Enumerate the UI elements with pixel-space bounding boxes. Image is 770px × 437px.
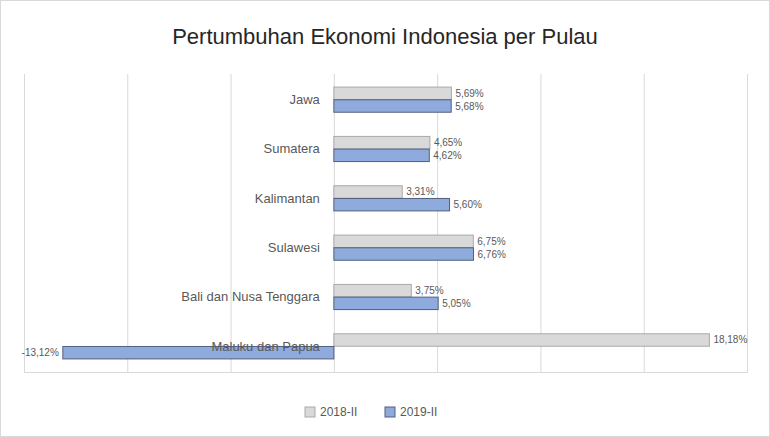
grid-line — [747, 74, 748, 372]
bar — [334, 186, 402, 198]
data-label: 6,75% — [477, 236, 505, 247]
x-tick — [540, 74, 541, 372]
grid-line — [437, 74, 438, 372]
grid-line — [127, 74, 128, 372]
data-labels: 5,69% 4,65% 3,31% 6,75% 3,75% 18,18% 5,68% 4,62… — [22, 88, 748, 358]
y-tick: Jawa — [289, 92, 320, 107]
data-label: 3,31% — [406, 186, 434, 197]
legend: 2018-II 2019-II — [305, 405, 437, 419]
legend-swatch — [305, 407, 315, 417]
data-label: 5,69% — [455, 88, 483, 99]
y-tick-label: Jawa — [289, 92, 320, 107]
grid-line — [231, 74, 232, 372]
y-tick: Sumatera — [263, 141, 320, 156]
bar — [334, 334, 710, 346]
data-label: 4,62% — [433, 150, 461, 161]
legend-swatch — [385, 407, 395, 417]
y-axis: Jawa Sumatera Kalimantan Sulawesi Bali dan N… — [181, 92, 320, 354]
chart: Pertumbuhan Ekonomi Indonesia per Pulau 5… — [0, 0, 770, 437]
y-tick-label: Bali dan Nusa Tenggara — [181, 289, 320, 304]
data-label: 5,05% — [442, 298, 470, 309]
grid-line — [540, 74, 541, 372]
x-axis-line — [25, 74, 748, 373]
x-axis — [25, 74, 748, 373]
bar — [334, 297, 438, 309]
legend-label: 2019-II — [400, 405, 437, 419]
grid-line — [24, 74, 25, 372]
x-tick — [747, 74, 748, 372]
bars — [63, 87, 710, 359]
data-label: 4,65% — [434, 137, 462, 148]
y-tick: Bali dan Nusa Tenggara — [181, 289, 320, 304]
data-label: -13,12% — [22, 347, 59, 358]
bar — [334, 136, 430, 148]
bar — [334, 284, 411, 296]
x-tick — [127, 74, 128, 372]
bar — [334, 235, 473, 247]
chart-frame — [1, 1, 770, 437]
data-label: 6,76% — [477, 249, 505, 260]
y-tick-label: Maluku dan Papua — [211, 339, 320, 354]
y-tick: Sulawesi — [268, 240, 320, 255]
data-label: 5,60% — [454, 199, 482, 210]
bar — [334, 198, 450, 210]
grid-line — [644, 74, 645, 372]
bar — [334, 87, 452, 99]
title: Pertumbuhan Ekonomi Indonesia per Pulau — [172, 24, 598, 49]
bar — [334, 248, 474, 260]
bar — [334, 100, 451, 112]
data-label: 5,68% — [455, 101, 483, 112]
legend-label: 2018-II — [320, 405, 357, 419]
x-tick — [437, 74, 438, 372]
y-tick-label: Sulawesi — [268, 240, 320, 255]
data-label: 3,75% — [415, 285, 443, 296]
data-label: 18,18% — [713, 334, 747, 345]
x-tick — [24, 74, 25, 372]
y-tick-label: Kalimantan — [255, 190, 320, 205]
x-tick — [644, 74, 645, 372]
bar — [334, 149, 429, 161]
x-tick — [231, 74, 232, 372]
y-tick: Kalimantan — [255, 190, 320, 205]
y-tick: Maluku dan Papua — [211, 339, 320, 354]
y-tick-label: Sumatera — [263, 141, 320, 156]
x-tick — [334, 74, 335, 372]
grid-line — [334, 74, 335, 372]
